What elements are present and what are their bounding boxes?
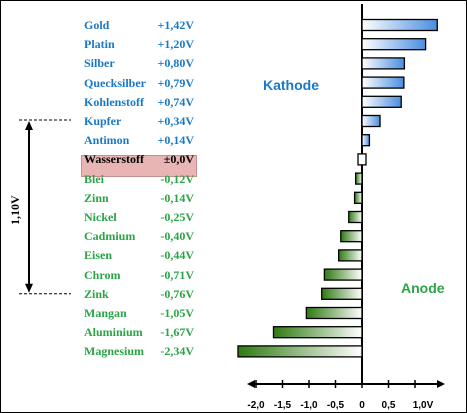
element-name: Eisen bbox=[84, 248, 113, 263]
element-name: Magnesium bbox=[84, 344, 144, 359]
element-potential: -0,25V bbox=[160, 210, 194, 224]
reference-highlight bbox=[81, 155, 197, 177]
element-name: Quecksilber bbox=[84, 75, 146, 90]
bar-kupfer bbox=[361, 114, 381, 128]
element-potential: -0,40V bbox=[160, 229, 194, 244]
element-potential: +1,20V bbox=[157, 37, 194, 52]
bar-aluminium bbox=[272, 326, 363, 339]
x-axis-arrow-left bbox=[247, 380, 255, 388]
bar-silber bbox=[361, 57, 406, 70]
element-potential: -0,12V bbox=[160, 171, 194, 186]
bar-platin bbox=[361, 38, 427, 51]
bar-magnesium bbox=[237, 345, 363, 358]
element-name: Gold bbox=[84, 18, 110, 32]
cathode-label: Kathode bbox=[263, 77, 319, 93]
element-potential: +0,80V bbox=[157, 56, 194, 71]
bar-mangan bbox=[305, 306, 363, 320]
bar-eisen bbox=[338, 249, 363, 262]
element-name: Kohlenstoff bbox=[84, 94, 144, 109]
element-name: Platin bbox=[84, 37, 115, 52]
bar-cadmium bbox=[340, 230, 363, 243]
element-name: Cadmium bbox=[84, 229, 136, 244]
bar-gold bbox=[361, 18, 438, 32]
potential-difference-label: 1,10V bbox=[8, 195, 22, 225]
element-name: Zink bbox=[84, 286, 109, 301]
element-name: Aluminium bbox=[84, 325, 143, 340]
x-tick-label: 0,5 bbox=[382, 400, 396, 411]
element-name: Kupfer bbox=[84, 114, 122, 128]
element-name: Nickel bbox=[84, 210, 117, 224]
element-potential: +0,74V bbox=[157, 94, 194, 109]
bar-quecksilber bbox=[361, 76, 405, 89]
element-potential: -0,44V bbox=[160, 248, 194, 263]
bar-antimon bbox=[361, 134, 371, 147]
element-potential: ±0,0V bbox=[163, 152, 194, 167]
x-tick-label: 1,0V bbox=[413, 400, 434, 411]
bar-chrom bbox=[323, 268, 363, 281]
x-tick-label: -2,0 bbox=[247, 400, 265, 411]
element-potential: +0,79V bbox=[157, 75, 194, 90]
x-tick-label: 0 bbox=[359, 400, 365, 411]
bar-kohlenstoff bbox=[361, 95, 402, 108]
element-name: Mangan bbox=[84, 306, 127, 320]
bar-zink bbox=[321, 287, 363, 300]
x-tick-label: -1,5 bbox=[274, 400, 292, 411]
element-name: Antimon bbox=[84, 133, 130, 148]
bar-nickel bbox=[348, 210, 363, 224]
bar-wasserstoff bbox=[357, 153, 367, 166]
element-potential: -0,71V bbox=[160, 267, 194, 282]
element-name: Blei bbox=[84, 171, 104, 186]
x-axis-arrow-right bbox=[437, 380, 445, 388]
element-potential: -0,14V bbox=[160, 190, 194, 205]
element-potential: +0,14V bbox=[157, 133, 194, 148]
element-name: Silber bbox=[84, 56, 115, 71]
element-name: Chrom bbox=[84, 267, 121, 282]
x-tick-label: -1,0 bbox=[300, 400, 318, 411]
element-potential: +0,34V bbox=[157, 114, 194, 128]
element-name: Zinn bbox=[84, 190, 109, 205]
element-potential: -1,67V bbox=[160, 325, 194, 340]
bar-zinn bbox=[353, 191, 363, 204]
element-potential: -0,76V bbox=[160, 286, 194, 301]
element-potential: +1,42V bbox=[157, 18, 194, 32]
anode-label: Anode bbox=[401, 280, 445, 296]
element-potential: -1,05V bbox=[160, 306, 194, 320]
bracket-arrow-down bbox=[25, 283, 33, 293]
element-name: Wasserstoff bbox=[84, 152, 144, 167]
bracket-arrow-up bbox=[25, 121, 33, 130]
bar-blei bbox=[354, 172, 363, 185]
x-tick-label: -0,5 bbox=[327, 400, 345, 411]
element-potential: -2,34V bbox=[160, 344, 194, 359]
